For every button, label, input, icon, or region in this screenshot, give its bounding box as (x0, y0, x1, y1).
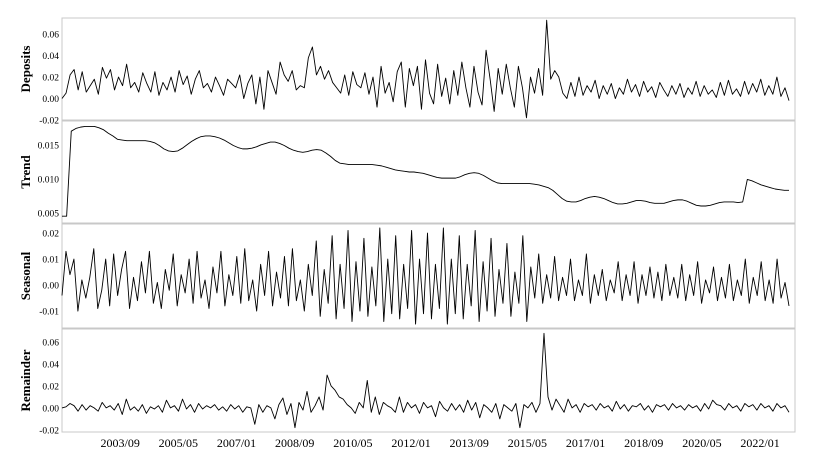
x-tick-label: 2008/09 (275, 436, 314, 450)
y-tick-label: 0.04 (42, 361, 59, 371)
x-tick-label: 2003/09 (101, 436, 140, 450)
panel-frame (61, 17, 796, 121)
y-tick-label: 0.00 (42, 404, 59, 414)
y-axis-label: Trend (18, 155, 33, 189)
y-tick-label: 0.005 (38, 209, 60, 219)
x-tick-label: 2022/01 (740, 436, 779, 450)
y-tick-label: -0.02 (39, 117, 59, 127)
series-line-trend (62, 125, 789, 217)
panel-remainder: Remainder 0.06 0.04 0.02 0.00 -0.02 (18, 328, 796, 436)
y-tick-label: 0.02 (42, 230, 59, 240)
panel-trend: Trend 0.015 0.010 0.005 (18, 120, 796, 224)
y-tick-label: 0.010 (38, 175, 60, 185)
x-tick-label: 2013/09 (450, 436, 489, 450)
y-tick-label: 0.00 (42, 282, 59, 292)
y-axis-label: Seasonal (18, 251, 33, 300)
x-tick-label: 2010/05 (333, 436, 372, 450)
panel-seasonal: Seasonal 0.02 0.01 0.00 -0.01 (18, 223, 796, 329)
y-tick-label: 0.06 (42, 31, 59, 41)
x-tick-label: 2018/09 (624, 436, 663, 450)
x-tick-label: 2007/01 (217, 436, 256, 450)
panel-frame (61, 223, 796, 329)
y-tick-label: 0.06 (42, 339, 59, 349)
y-tick-label: 0.015 (38, 141, 60, 151)
y-tick-label: 0.00 (42, 95, 59, 105)
y-tick-label: 0.01 (42, 256, 59, 266)
y-tick-label: 0.02 (42, 74, 59, 84)
y-tick-label: 0.02 (42, 382, 59, 392)
y-tick-label: 0.04 (42, 52, 59, 62)
x-tick-label: 2005/05 (159, 436, 198, 450)
x-tick-label: 2012/01 (391, 436, 430, 450)
series-line-remainder (61, 332, 790, 429)
y-tick-label: -0.02 (39, 426, 59, 436)
y-axis-label: Deposits (18, 46, 33, 93)
x-tick-label: 2015/05 (508, 436, 547, 450)
y-tick-label: -0.01 (39, 308, 59, 318)
x-tick-label: 2017/01 (566, 436, 605, 450)
x-axis: 2003/09 2005/05 2007/01 2008/09 2010/05 2012/… (101, 436, 780, 450)
y-axis-label: Remainder (18, 349, 33, 411)
x-tick-label: 2020/05 (682, 436, 721, 450)
panel-deposits: Deposits 0.06 0.04 0.02 0.00 -0.02 (18, 17, 796, 127)
series-line-seasonal (61, 227, 790, 325)
panel-frame (61, 328, 796, 433)
panel-frame (61, 120, 796, 224)
series-line-deposits (61, 19, 790, 119)
